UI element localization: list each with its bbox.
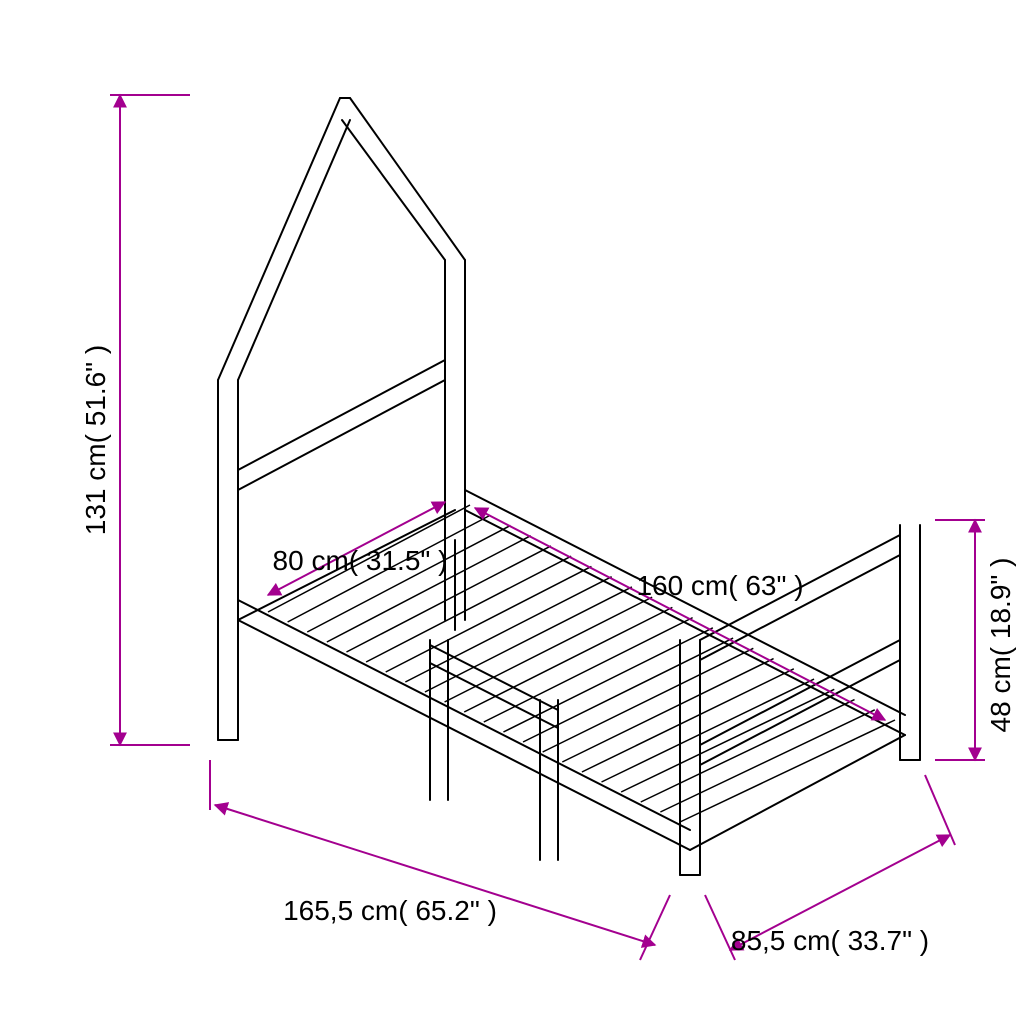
dim-inner-width: 80 cm( 31.5" ) <box>273 545 448 576</box>
dim-inner-length: 160 cm( 63" ) <box>636 570 803 601</box>
dim-footboard-height: 48 cm( 18.9" ) <box>985 558 1016 733</box>
dim-total-height: 131 cm( 51.6" ) <box>80 345 111 535</box>
dim-outer-length: 165,5 cm( 65.2" ) <box>283 895 497 926</box>
dim-outer-width: 85,5 cm( 33.7" ) <box>731 925 929 956</box>
